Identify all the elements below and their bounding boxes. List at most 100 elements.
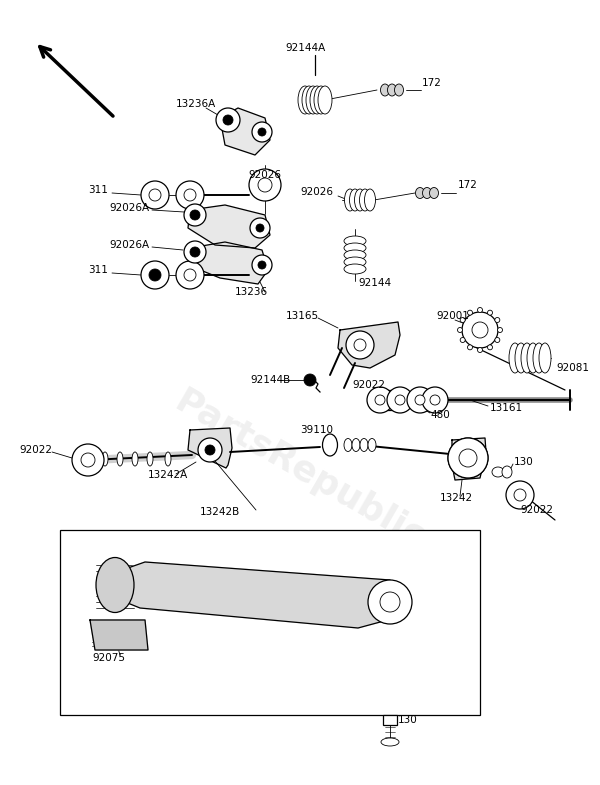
Polygon shape — [452, 438, 486, 480]
Text: 92026A: 92026A — [110, 240, 150, 250]
Ellipse shape — [495, 317, 500, 323]
Ellipse shape — [495, 338, 500, 342]
Circle shape — [407, 387, 433, 413]
Text: 172: 172 — [422, 78, 442, 88]
Ellipse shape — [349, 189, 361, 211]
Circle shape — [346, 331, 374, 359]
Ellipse shape — [460, 338, 465, 342]
Circle shape — [387, 387, 413, 413]
Ellipse shape — [388, 84, 397, 96]
Circle shape — [205, 445, 215, 455]
Circle shape — [252, 122, 272, 142]
Text: PartsRepublic: PartsRepublic — [169, 385, 431, 555]
Ellipse shape — [352, 439, 360, 451]
Text: 92026A: 92026A — [110, 203, 150, 213]
Ellipse shape — [521, 343, 533, 373]
Ellipse shape — [323, 434, 337, 456]
Ellipse shape — [533, 343, 545, 373]
Circle shape — [149, 189, 161, 201]
Ellipse shape — [487, 310, 493, 316]
Ellipse shape — [96, 557, 134, 612]
Ellipse shape — [467, 345, 473, 350]
Ellipse shape — [415, 188, 425, 199]
Circle shape — [184, 241, 206, 263]
Circle shape — [184, 269, 196, 281]
Ellipse shape — [509, 343, 521, 373]
Polygon shape — [338, 322, 400, 368]
Circle shape — [216, 108, 240, 132]
Circle shape — [395, 395, 405, 405]
Circle shape — [448, 438, 488, 478]
Text: 92144: 92144 — [358, 278, 391, 288]
Ellipse shape — [368, 439, 376, 451]
Text: 92144A: 92144A — [285, 43, 325, 53]
Text: 92026: 92026 — [300, 187, 333, 197]
Text: 13236A: 13236A — [176, 99, 216, 109]
Circle shape — [459, 449, 477, 467]
Polygon shape — [90, 620, 148, 650]
Bar — [375, 390, 405, 410]
Ellipse shape — [422, 188, 431, 199]
Text: 92001: 92001 — [436, 311, 469, 321]
Ellipse shape — [344, 189, 355, 211]
Circle shape — [459, 449, 477, 467]
Ellipse shape — [344, 250, 366, 260]
Circle shape — [422, 387, 448, 413]
Text: 13165: 13165 — [286, 311, 319, 321]
Ellipse shape — [458, 327, 463, 333]
Circle shape — [472, 322, 488, 338]
Text: 13242B: 13242B — [200, 507, 240, 517]
Text: 311: 311 — [88, 185, 108, 195]
Text: 130: 130 — [514, 457, 534, 467]
Circle shape — [375, 395, 385, 405]
Polygon shape — [188, 428, 232, 468]
Text: 92075: 92075 — [92, 653, 125, 663]
Ellipse shape — [492, 467, 504, 477]
Circle shape — [256, 224, 264, 232]
Ellipse shape — [102, 452, 108, 466]
Circle shape — [141, 181, 169, 209]
Polygon shape — [188, 242, 268, 284]
Text: 172: 172 — [458, 180, 478, 190]
Circle shape — [430, 395, 440, 405]
Ellipse shape — [395, 84, 404, 96]
Ellipse shape — [380, 84, 389, 96]
Ellipse shape — [497, 327, 503, 333]
Text: 92022: 92022 — [520, 505, 553, 515]
Circle shape — [184, 204, 206, 226]
Ellipse shape — [365, 189, 376, 211]
Text: 39110: 39110 — [300, 425, 333, 435]
Text: 13242: 13242 — [440, 493, 473, 503]
Ellipse shape — [539, 343, 551, 373]
Circle shape — [190, 247, 200, 257]
Circle shape — [72, 444, 104, 476]
Text: 13236: 13236 — [235, 287, 268, 297]
Circle shape — [176, 261, 204, 289]
Ellipse shape — [318, 86, 332, 114]
Ellipse shape — [478, 308, 482, 312]
Text: 92022: 92022 — [19, 445, 52, 455]
Circle shape — [380, 592, 400, 612]
Ellipse shape — [344, 243, 366, 253]
Text: 130: 130 — [398, 715, 418, 725]
Circle shape — [258, 261, 266, 269]
Ellipse shape — [478, 348, 482, 352]
Ellipse shape — [487, 345, 493, 350]
Polygon shape — [108, 562, 406, 628]
Ellipse shape — [132, 452, 138, 466]
Ellipse shape — [515, 343, 527, 373]
Ellipse shape — [502, 466, 512, 478]
Ellipse shape — [344, 257, 366, 267]
Circle shape — [252, 255, 272, 275]
Ellipse shape — [117, 452, 123, 466]
Ellipse shape — [460, 317, 465, 323]
Ellipse shape — [467, 310, 473, 316]
Ellipse shape — [306, 86, 320, 114]
Text: 13242A: 13242A — [148, 470, 188, 480]
Polygon shape — [220, 108, 270, 155]
Ellipse shape — [147, 452, 153, 466]
Ellipse shape — [527, 343, 539, 373]
Text: 92026: 92026 — [248, 170, 281, 180]
Circle shape — [354, 339, 366, 351]
Circle shape — [190, 210, 200, 220]
